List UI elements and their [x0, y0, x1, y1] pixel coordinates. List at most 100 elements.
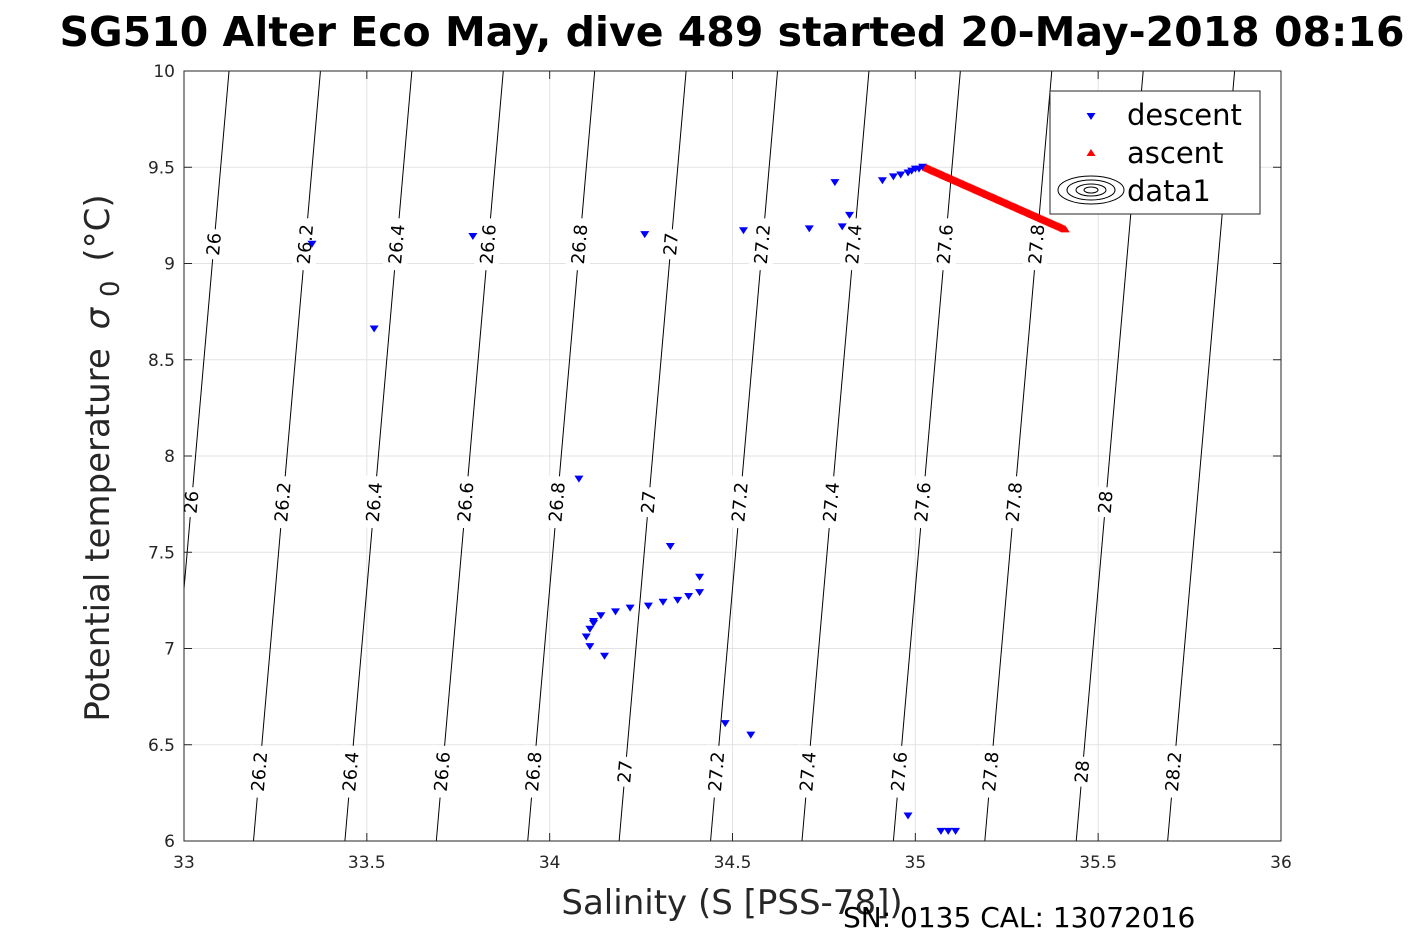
- svg-text:27: 27: [638, 490, 661, 515]
- x-tick-label: 33: [173, 853, 195, 873]
- descent-point: [896, 171, 906, 179]
- density-contour-label: 27.8: [1000, 475, 1029, 530]
- density-contour-label: 28: [1068, 755, 1096, 788]
- density-contour-line: [801, 71, 870, 841]
- descent-point: [307, 240, 317, 248]
- density-contour-label: 26.4: [360, 475, 389, 530]
- legend-ascent-marker: [1086, 149, 1096, 156]
- density-contour-label: 27.2: [702, 744, 731, 799]
- svg-text:26.4: 26.4: [363, 481, 387, 523]
- y-axis-label-symbol: σ: [78, 306, 118, 329]
- density-contour-label: 26.6: [474, 217, 503, 272]
- serial-calibration-note: SN: 0135 CAL: 13072016: [843, 901, 1195, 934]
- descent-point: [720, 720, 730, 728]
- y-tick-label: 9.5: [148, 158, 175, 178]
- density-contour-line: [184, 71, 230, 595]
- x-tick-label: 36: [1270, 853, 1292, 873]
- svg-text:27: 27: [660, 232, 683, 257]
- density-contour-label: 27.2: [725, 475, 755, 530]
- descent-point: [585, 643, 595, 651]
- descent-point: [943, 827, 953, 835]
- svg-text:26.2: 26.2: [294, 223, 318, 265]
- density-contour-label: 26.8: [542, 475, 572, 530]
- svg-text:27.8: 27.8: [1003, 481, 1027, 523]
- descent-point: [643, 602, 653, 610]
- svg-text:27.2: 27.2: [705, 751, 729, 793]
- svg-text:27.6: 27.6: [888, 751, 912, 793]
- svg-text:26.6: 26.6: [477, 223, 501, 265]
- svg-text:26.6: 26.6: [431, 751, 455, 793]
- descent-point: [877, 177, 887, 185]
- descent-point: [581, 633, 591, 641]
- density-contour-label: 26.2: [245, 744, 274, 799]
- svg-text:27.2: 27.2: [751, 223, 775, 265]
- x-tick-label: 33.5: [348, 853, 386, 873]
- density-contour-label: 27.6: [885, 744, 914, 799]
- density-contour-label: 26.2: [268, 475, 298, 530]
- descent-point: [746, 731, 756, 739]
- svg-text:26: 26: [203, 232, 226, 257]
- x-tick-label: 34: [539, 853, 561, 873]
- y-tick-label: 7: [164, 640, 175, 660]
- descent-point: [837, 223, 847, 231]
- density-contour-label: 27.6: [908, 475, 938, 530]
- descent-point: [888, 173, 898, 181]
- density-contour-label: 26: [200, 228, 228, 261]
- density-contour-label: 26.6: [428, 744, 457, 799]
- svg-text:26: 26: [181, 490, 204, 515]
- density-contour-labels: 26 26.2 26.4 26.6 26.8 27 27.2 27.4 27.6 27.8 26 26…: [178, 217, 1188, 799]
- svg-text:27: 27: [614, 759, 637, 784]
- descent-point: [665, 542, 675, 550]
- svg-text:27.6: 27.6: [934, 223, 958, 265]
- legend: descent ascent data1: [1049, 90, 1261, 215]
- y-tick-label: 10: [153, 62, 175, 82]
- chart-title: SG510 Alter Eco May, dive 489 started 20…: [60, 8, 1405, 56]
- svg-text:26.2: 26.2: [271, 481, 295, 523]
- density-contour-label: 27: [635, 486, 662, 519]
- density-contour-line: [435, 71, 504, 841]
- svg-text:28: 28: [1095, 490, 1118, 515]
- density-contour-label: 26: [178, 486, 205, 519]
- density-contour-line: [252, 71, 321, 841]
- descent-point: [845, 211, 855, 219]
- y-tick-label: 6.5: [148, 736, 175, 756]
- density-contour-label: 27.4: [839, 217, 869, 272]
- descent-point: [658, 598, 668, 606]
- x-tick-label: 35.5: [1079, 853, 1117, 873]
- svg-text:26.6: 26.6: [454, 481, 478, 523]
- descent-point: [625, 604, 635, 612]
- y-tick-label: 6: [164, 832, 175, 852]
- density-contour-label: 27.2: [748, 217, 777, 272]
- density-contour-line: [984, 71, 1053, 841]
- data-points: [307, 163, 1070, 835]
- svg-text:27.4: 27.4: [796, 751, 820, 793]
- y-axis-label-text: Potential temperature: [78, 348, 118, 721]
- svg-text:27.4: 27.4: [842, 223, 866, 265]
- descent-point: [936, 827, 946, 835]
- density-contour-label: 27.8: [976, 744, 1006, 799]
- density-contour-line: [527, 71, 596, 841]
- density-contour-label: 27: [657, 228, 685, 261]
- svg-text:26.2: 26.2: [248, 751, 272, 793]
- svg-text:26.4: 26.4: [385, 223, 409, 265]
- descent-point: [468, 233, 478, 241]
- descent-point: [673, 596, 683, 604]
- descent-point: [610, 608, 620, 616]
- descent-point: [369, 325, 379, 333]
- density-contour-label: 26.4: [382, 217, 412, 272]
- svg-text:27.4: 27.4: [820, 481, 844, 523]
- svg-text:26.8: 26.8: [522, 751, 546, 793]
- density-contour-line: [710, 71, 779, 841]
- legend-box: [1049, 90, 1261, 215]
- svg-text:27.8: 27.8: [979, 751, 1003, 793]
- y-tick-label: 8.5: [148, 351, 175, 371]
- legend-contour-label: data1: [1127, 174, 1211, 208]
- density-contour-label: 27.4: [817, 475, 846, 530]
- density-contour-label: 26.6: [451, 475, 480, 530]
- legend-descent-marker: [1086, 113, 1096, 120]
- descent-point: [951, 827, 961, 835]
- svg-text:26.8: 26.8: [568, 223, 592, 265]
- legend-descent-label: descent: [1127, 98, 1242, 132]
- svg-text:27.6: 27.6: [911, 481, 935, 523]
